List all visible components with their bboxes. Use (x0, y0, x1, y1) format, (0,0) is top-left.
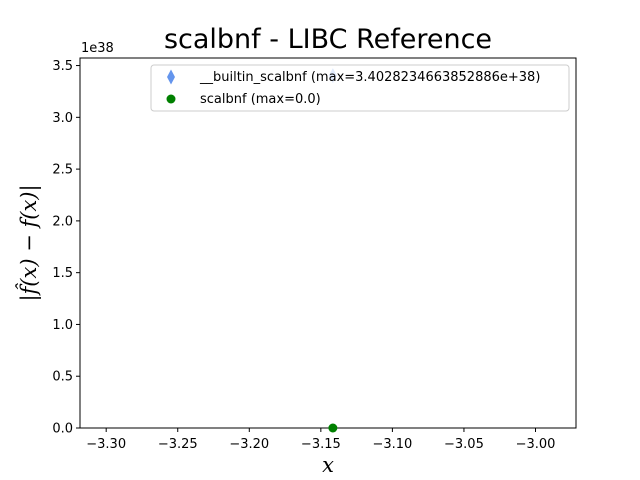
x-tick-label: −3.20 (229, 437, 269, 452)
legend-marker-scalbnf (166, 94, 176, 104)
y-axis: 0.0 0.5 1.0 1.5 2.0 2.5 3.0 3.5 (52, 59, 80, 437)
legend-label-builtin-scalbnf: __builtin_scalbnf (max=3.402823466385288… (199, 70, 540, 85)
legend-label-scalbnf: scalbnf (max=0.0) (200, 92, 321, 107)
legend-marker-builtin-scalbnf (167, 69, 175, 85)
x-tick-label: −3.05 (444, 437, 484, 452)
y-offset-label: 1e38 (81, 41, 114, 56)
chart-title: scalbnf - LIBC Reference (164, 24, 492, 55)
x-tick-label: −3.30 (86, 437, 126, 452)
y-axis-label: |f̂(x) − f(x)| (16, 184, 42, 301)
y-tick-label: 0.0 (52, 422, 73, 437)
x-tick-label: −3.00 (516, 437, 556, 452)
y-tick-label: 3.0 (52, 111, 73, 126)
data-point-scalbnf (328, 423, 338, 433)
y-tick-label: 2.5 (52, 163, 73, 178)
legend-box (150, 64, 570, 112)
y-tick-label: 3.5 (52, 59, 73, 74)
y-tick-label: 1.0 (52, 318, 73, 333)
y-tick-label: 1.5 (52, 266, 73, 281)
legend: __builtin_scalbnf (max=3.402823466385288… (150, 64, 570, 112)
plot-area (79, 57, 577, 429)
x-axis: −3.30 −3.25 −3.20 −3.15 −3.10 −3.05 −3.00 (86, 428, 555, 452)
axes-frame (79, 57, 577, 429)
x-tick-label: −3.25 (158, 437, 198, 452)
y-tick-label: 0.5 (52, 370, 73, 385)
x-tick-label: −3.10 (372, 437, 412, 452)
x-tick-label: −3.15 (301, 437, 341, 452)
y-tick-label: 2.0 (52, 214, 73, 229)
x-axis-label: x (322, 453, 334, 477)
